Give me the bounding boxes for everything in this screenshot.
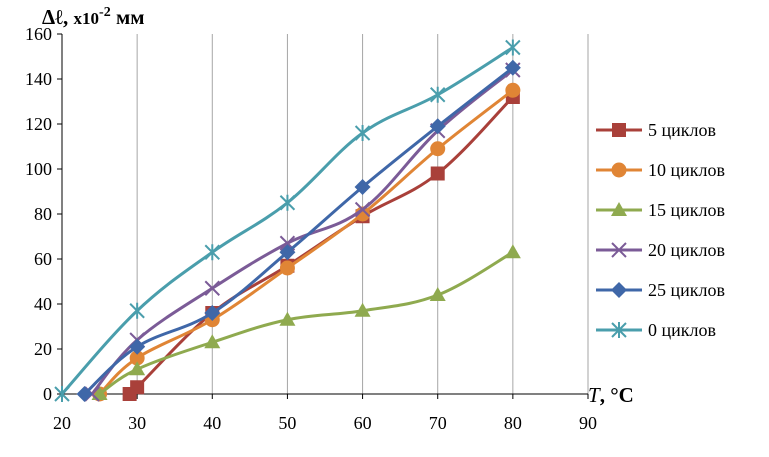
data-point [204, 305, 221, 321]
x-axis-label: T, °C [588, 383, 634, 407]
data-point [429, 118, 446, 135]
data-series [54, 39, 521, 402]
data-point [129, 361, 146, 376]
data-point [279, 311, 296, 326]
y-tick-label: 20 [34, 339, 52, 359]
x-tick-label: 80 [504, 413, 522, 433]
legend-label: 10 циклов [648, 160, 725, 180]
series-line [83, 66, 514, 396]
y-tick-label: 160 [25, 24, 52, 44]
legend-marker [611, 162, 627, 178]
x-tick-label: 60 [354, 413, 372, 433]
legend-item: 10 циклов [596, 160, 725, 180]
y-axis-label-multiplier: x10 [74, 9, 100, 28]
x-axis-label-unit: , °C [600, 383, 634, 407]
x-tick-label: 30 [128, 413, 146, 433]
data-point [504, 244, 521, 259]
legend-label: 15 циклов [648, 200, 725, 220]
x-tick-label: 20 [53, 413, 71, 433]
y-tick-label: 40 [34, 294, 52, 314]
legend-marker [611, 242, 627, 258]
y-axis-label: Δℓ, x10-2 мм [42, 5, 145, 29]
data-point [129, 302, 145, 319]
y-tick-labels: 0 20 40 60 80 100 120 140 160 [25, 24, 62, 404]
x-tick-labels: 20 30 40 50 60 70 80 90 [53, 394, 597, 433]
data-point [76, 386, 93, 402]
x-axis-label-variable: T [588, 383, 601, 407]
x-tick-label: 90 [579, 413, 597, 433]
data-point [54, 386, 70, 402]
series-3 [91, 244, 521, 400]
series-2 [92, 82, 521, 402]
x-tick-label: 70 [429, 413, 447, 433]
data-point [204, 334, 221, 349]
legend-item: 20 циклов [596, 240, 725, 260]
y-tick-label: 140 [25, 69, 52, 89]
data-point [354, 179, 371, 195]
legend-marker [611, 322, 627, 338]
data-point [355, 206, 371, 222]
legend-item: 15 циклов [596, 200, 725, 220]
data-point [430, 141, 446, 157]
x-tick-label: 40 [203, 413, 221, 433]
legend-label: 25 циклов [648, 280, 725, 300]
y-axis-label-unit: мм [111, 5, 145, 29]
data-point [129, 338, 146, 355]
x-tick-label: 50 [278, 413, 296, 433]
legend-marker [611, 202, 627, 216]
legend-item: 0 циклов [596, 320, 716, 340]
y-tick-label: 120 [25, 114, 52, 134]
data-point [430, 166, 445, 181]
data-point [279, 244, 296, 261]
data-point [430, 86, 446, 103]
legend-label: 20 циклов [648, 240, 725, 260]
legend-label: 0 циклов [648, 320, 716, 340]
data-point [354, 125, 371, 141]
data-point [504, 59, 521, 76]
data-point [279, 194, 296, 211]
y-tick-label: 100 [25, 159, 52, 179]
data-point [129, 350, 145, 366]
data-point [130, 380, 145, 395]
legend-item: 5 циклов [596, 120, 716, 140]
data-point [204, 280, 220, 296]
legend-label: 5 циклов [648, 120, 716, 140]
data-point [204, 244, 220, 261]
series-5 [76, 59, 521, 402]
legend-item: 25 циклов [596, 280, 725, 300]
y-axis-label-exponent: -2 [99, 5, 111, 20]
legend-marker [611, 282, 627, 298]
data-point [429, 287, 446, 301]
data-point [505, 82, 521, 98]
series-6 [54, 39, 521, 402]
legend-marker [612, 123, 626, 137]
y-axis-label-main: Δℓ, [42, 5, 74, 29]
legend: 5 циклов 10 циклов 15 циклов 20 циклов 25 ци… [596, 120, 725, 340]
series-line [98, 89, 514, 396]
data-point [505, 39, 521, 56]
data-point [279, 260, 295, 276]
y-tick-label: 80 [34, 204, 52, 224]
y-tick-label: 60 [34, 249, 52, 269]
data-point [354, 302, 371, 317]
y-tick-label: 0 [43, 384, 52, 404]
data-point [354, 201, 371, 218]
